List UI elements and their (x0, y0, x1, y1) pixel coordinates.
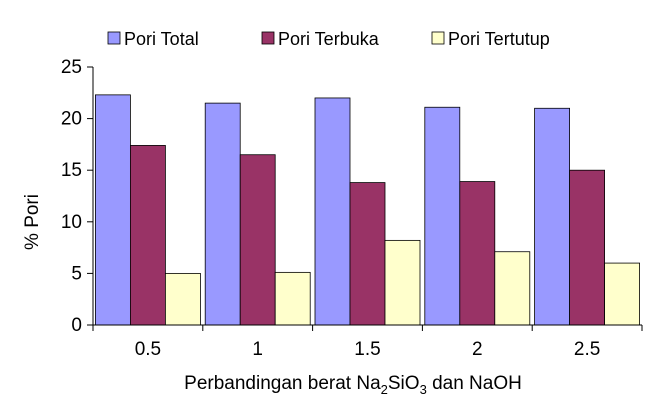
bar-pori-total (314, 97, 351, 326)
legend-label: Pori Total (124, 29, 199, 49)
x-axis-title: Perbandingan berat Na2SiO3 dan NaOH (184, 373, 522, 397)
x-tick-label: 2.5 (574, 339, 600, 360)
bar-pori-terbuka (459, 181, 496, 326)
y-axis: 0 5 10 15 20 25 (61, 57, 94, 336)
bar-pori-total (204, 102, 241, 326)
x-axis: 0.5 1 1.5 2 2.5 (92, 324, 643, 360)
y-tick-label: 5 (71, 263, 82, 284)
y-axis-title: % Pori (22, 194, 43, 250)
legend-swatch (107, 31, 121, 45)
x-tick-label: 1.5 (354, 339, 380, 360)
y-tick-label: 15 (61, 160, 82, 181)
bar-pori-tertutup (274, 271, 311, 326)
legend-swatch (261, 31, 275, 45)
x-tick-label: 1 (252, 339, 263, 360)
y-tick-label: 20 (61, 109, 82, 130)
x-tick-label: 2 (472, 339, 483, 360)
plot-area (95, 94, 640, 326)
bar-pori-terbuka (349, 182, 386, 326)
bar-pori-tertutup (494, 251, 531, 326)
bar-pori-terbuka (129, 145, 166, 326)
bar-pori-total (534, 107, 570, 326)
bar-pori-terbuka (239, 154, 276, 326)
bar-pori-tertutup (164, 272, 201, 326)
bar-pori-terbuka (569, 169, 605, 326)
legend-swatch (431, 31, 445, 45)
legend: Pori Total Pori Terbuka Pori Tertutup (107, 29, 550, 49)
y-tick-label: 10 (61, 212, 82, 233)
bar-pori-tertutup (384, 239, 421, 326)
legend-label: Pori Terbuka (278, 29, 380, 49)
x-tick-label: 0.5 (135, 339, 161, 360)
y-tick-label: 25 (61, 57, 82, 78)
bar-pori-total (95, 94, 131, 326)
bar-pori-tertutup (604, 262, 640, 326)
bar-pori-total (424, 106, 461, 326)
y-tick-label: 0 (71, 315, 82, 336)
legend-label: Pori Tertutup (448, 29, 550, 49)
